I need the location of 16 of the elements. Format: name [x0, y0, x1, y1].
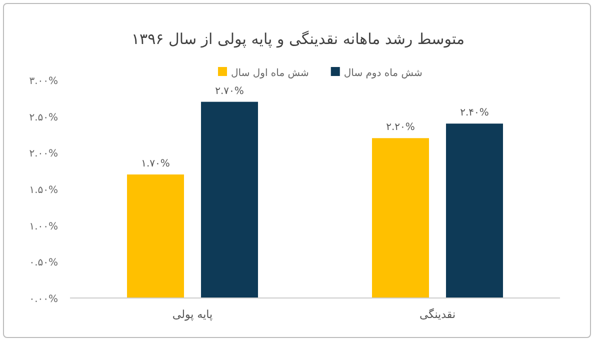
title: متوسط رشد ماهانه نقدینگی و پایه پولی از سال ۱۳۹۶: [131, 30, 465, 48]
ytick: ۱.۵۰%: [29, 185, 58, 196]
legend: شش ماه اول سال: [231, 68, 309, 79]
data-label: ۱.۷۰%: [141, 158, 170, 170]
data-label: ۲.۷۰%: [215, 86, 244, 97]
ytick: ۰.۵۰%: [29, 258, 58, 269]
ytick: ۳.۰۰%: [29, 76, 58, 87]
ytick: ۲.۰۰%: [29, 148, 58, 160]
ytick: ۱.۰۰%: [29, 221, 58, 232]
ytick: ۲.۵۰%: [29, 112, 58, 124]
legend: شش ماه دوم سال: [344, 68, 422, 79]
xtick: نقدینگی: [419, 308, 456, 321]
xtick: پایه پولی: [172, 308, 213, 321]
data-label: ۲.۲۰%: [386, 122, 415, 134]
ytick: ۰.۰۰%: [29, 294, 58, 305]
data-label: ۲.۴۰%: [460, 108, 489, 119]
